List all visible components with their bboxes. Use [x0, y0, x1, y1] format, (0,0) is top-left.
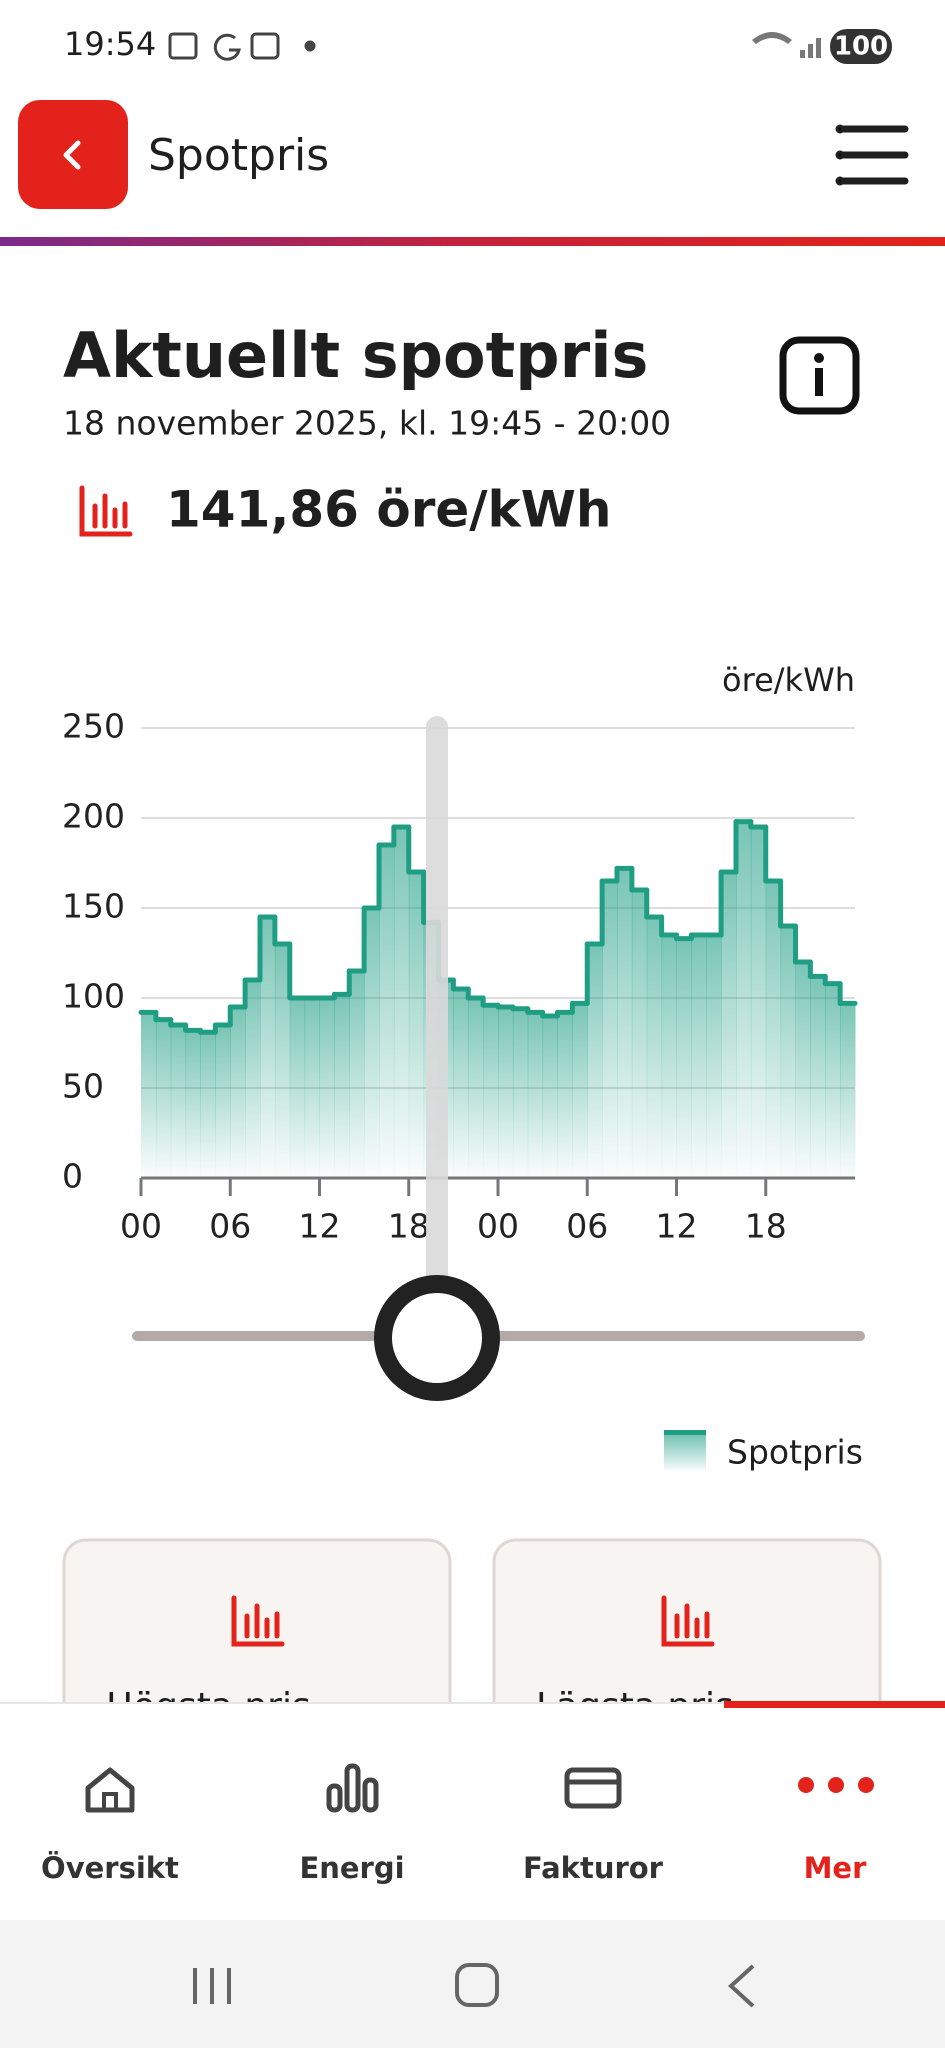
- area-step: [542, 1016, 558, 1178]
- area-step: [706, 935, 722, 1178]
- area-step: [512, 1008, 529, 1178]
- area-step: [750, 827, 767, 1178]
- nav-active-bar: [724, 1701, 945, 1708]
- info-button[interactable]: [779, 336, 860, 415]
- area-step: [825, 983, 841, 1178]
- area-step: [453, 989, 469, 1178]
- area-step: [572, 1003, 588, 1178]
- area-step: [676, 938, 692, 1178]
- area-step: [483, 1005, 499, 1178]
- nav-energy[interactable]: Energi: [299, 1763, 405, 1885]
- y-tick-label: 250: [62, 707, 125, 746]
- back-icon: [63, 140, 81, 170]
- price-chart: 0 50 100 150 200 250 00 06 12 18 00 06 12 18: [62, 707, 858, 1246]
- area-step: [304, 998, 320, 1178]
- area-step: [721, 872, 737, 1178]
- area-step: [289, 998, 306, 1178]
- area-step: [780, 926, 796, 1178]
- area-step: [661, 935, 677, 1178]
- y-tick-label: 200: [62, 797, 125, 836]
- x-tick-label: 00: [477, 1207, 519, 1246]
- price-period: 18 november 2025, kl. 19:45 - 20:00: [63, 404, 671, 443]
- y-tick-label: 50: [62, 1067, 104, 1106]
- area-step: [557, 1012, 573, 1178]
- price-icon: [79, 485, 133, 537]
- area-step: [527, 1012, 544, 1178]
- area-step: [260, 917, 276, 1178]
- back-button[interactable]: [18, 100, 128, 209]
- x-tick-label: 18: [388, 1207, 430, 1246]
- area-step: [170, 1025, 187, 1178]
- nav-label: Fakturor: [523, 1851, 664, 1885]
- area-step: [334, 994, 350, 1178]
- x-tick-label: 18: [745, 1207, 787, 1246]
- battery-level: 100: [834, 32, 888, 62]
- x-tick-label: 06: [566, 1207, 608, 1246]
- area-step: [215, 1025, 231, 1178]
- area-step: [468, 998, 484, 1178]
- area-step: [602, 881, 618, 1178]
- status-icons: [168, 32, 316, 61]
- area-step: [498, 1007, 514, 1178]
- section-title: Aktuellt spotpris: [63, 319, 648, 392]
- legend-swatch-line: [664, 1430, 706, 1435]
- area-step: [765, 881, 782, 1178]
- area-step: [691, 935, 707, 1178]
- area-step: [364, 908, 380, 1178]
- area-step: [408, 872, 425, 1178]
- area-step: [155, 1019, 172, 1178]
- area-step: [587, 944, 603, 1178]
- menu-button[interactable]: [835, 124, 909, 186]
- legend-swatch: [664, 1430, 706, 1470]
- area-step: [810, 976, 826, 1178]
- area-step: [736, 821, 752, 1178]
- area-step: [185, 1030, 201, 1178]
- battery: [830, 29, 892, 64]
- unit-label: öre/kWh: [722, 661, 855, 699]
- nav-label: Mer: [804, 1851, 868, 1885]
- nav-label: Energi: [299, 1851, 404, 1885]
- status-time: 19:54: [64, 25, 156, 63]
- area-step: [795, 962, 811, 1178]
- nav-more[interactable]: Mer: [798, 1777, 874, 1885]
- area-step: [200, 1032, 216, 1178]
- x-tick-label: 00: [120, 1207, 162, 1246]
- y-tick-label: 150: [62, 887, 125, 926]
- y-tick-label: 0: [62, 1157, 83, 1196]
- time-indicator: [426, 716, 448, 1296]
- area-step: [617, 868, 633, 1178]
- area-step: [141, 1012, 157, 1178]
- system-nav: [0, 1920, 945, 2048]
- y-tick-label: 100: [62, 977, 125, 1016]
- system-buttons: [193, 1963, 755, 2008]
- area-step: [274, 944, 291, 1178]
- current-price: 141,86 öre/kWh: [166, 481, 612, 539]
- bottom-nav: [0, 1703, 945, 1920]
- brand-divider: [0, 237, 945, 246]
- nav-home[interactable]: Översikt: [41, 1767, 179, 1885]
- legend-label: Spotpris: [727, 1433, 863, 1472]
- area-step: [379, 845, 395, 1178]
- x-tick-label: 12: [656, 1207, 698, 1246]
- nav-invoices[interactable]: Fakturor: [523, 1767, 664, 1885]
- x-tick-label: 12: [299, 1207, 341, 1246]
- area-step: [319, 998, 335, 1178]
- area-step: [840, 1003, 856, 1178]
- signal-icons: [752, 32, 821, 58]
- area-step: [393, 827, 410, 1178]
- area-step: [646, 917, 663, 1178]
- area-step: [349, 971, 365, 1178]
- area-step: [631, 890, 648, 1178]
- area-step: [230, 1007, 246, 1178]
- header-title: Spotpris: [148, 130, 329, 181]
- area-step: [245, 980, 261, 1178]
- nav-label: Översikt: [41, 1851, 179, 1885]
- slider-thumb[interactable]: [374, 1275, 500, 1401]
- x-tick-label: 06: [209, 1207, 251, 1246]
